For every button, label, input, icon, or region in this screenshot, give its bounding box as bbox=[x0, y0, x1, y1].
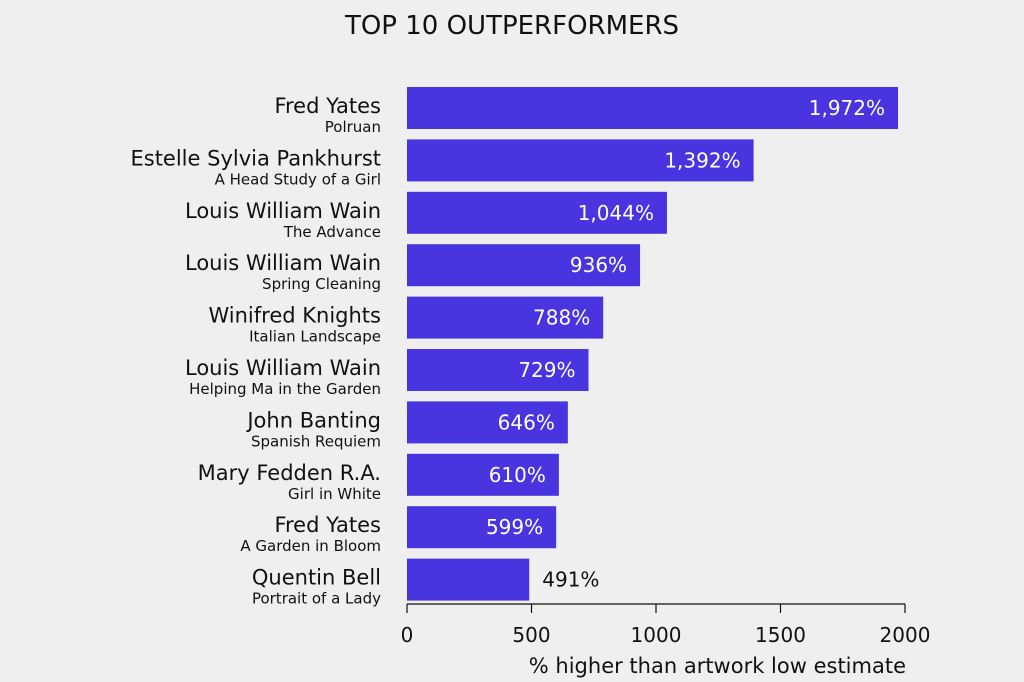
value-label: 646% bbox=[498, 410, 555, 434]
artist-label: Louis William Wain bbox=[185, 251, 381, 275]
artwork-label: Spanish Requiem bbox=[251, 432, 381, 450]
bar bbox=[407, 401, 568, 444]
value-label: 936% bbox=[570, 253, 627, 277]
artist-label: Fred Yates bbox=[274, 513, 381, 537]
artist-label: Estelle Sylvia Pankhurst bbox=[130, 146, 381, 170]
x-tick-label: 2000 bbox=[880, 623, 931, 647]
chart-title: TOP 10 OUTPERFORMERS bbox=[344, 11, 679, 41]
value-label: 610% bbox=[489, 463, 546, 487]
artwork-label: Italian Landscape bbox=[249, 328, 381, 346]
artwork-label: Helping Ma in the Garden bbox=[189, 380, 381, 398]
x-tick-label: 500 bbox=[512, 623, 550, 647]
artist-label: Fred Yates bbox=[274, 94, 381, 118]
artist-label: Winifred Knights bbox=[208, 304, 381, 328]
value-label: 1,392% bbox=[664, 148, 740, 172]
x-axis-ticks: 0 500 1000 1500 2000 bbox=[401, 604, 931, 647]
bar bbox=[407, 349, 589, 391]
bar bbox=[407, 87, 899, 129]
bar bbox=[407, 244, 641, 287]
artwork-label: Girl in White bbox=[288, 485, 381, 503]
x-tick-label: 1500 bbox=[755, 623, 806, 647]
value-label: 599% bbox=[486, 515, 543, 539]
artist-label: Louis William Wain bbox=[185, 199, 381, 223]
value-label: 1,044% bbox=[578, 201, 654, 225]
bar bbox=[407, 506, 557, 549]
bar bbox=[407, 191, 667, 234]
artist-label: Mary Fedden R.A. bbox=[198, 461, 381, 485]
artwork-label: Spring Cleaning bbox=[262, 275, 381, 293]
artwork-label: Polruan bbox=[325, 118, 381, 136]
value-label: 729% bbox=[518, 358, 575, 382]
x-tick-label: 1000 bbox=[631, 623, 682, 647]
bar bbox=[407, 453, 559, 496]
x-tick-label: 0 bbox=[401, 623, 414, 647]
artwork-label: A Head Study of a Girl bbox=[215, 170, 381, 188]
x-axis-label: % higher than artwork low estimate bbox=[529, 654, 906, 678]
bar-row: Mary Fedden R.A.Girl in White 610% bbox=[198, 453, 559, 503]
value-label: 1,972% bbox=[809, 96, 885, 120]
artist-label: Louis William Wain bbox=[185, 356, 381, 380]
artwork-label: A Garden in Bloom bbox=[240, 537, 381, 555]
artist-label: John Banting bbox=[245, 408, 381, 432]
bar bbox=[407, 139, 754, 182]
artwork-label: The Advance bbox=[283, 223, 381, 241]
bar bbox=[407, 296, 604, 339]
artist-label: Quentin Bell bbox=[252, 566, 381, 590]
value-label: 788% bbox=[533, 306, 590, 330]
artwork-label: Portrait of a Lady bbox=[252, 590, 381, 608]
bar bbox=[407, 558, 530, 601]
value-label: 491% bbox=[542, 568, 599, 592]
